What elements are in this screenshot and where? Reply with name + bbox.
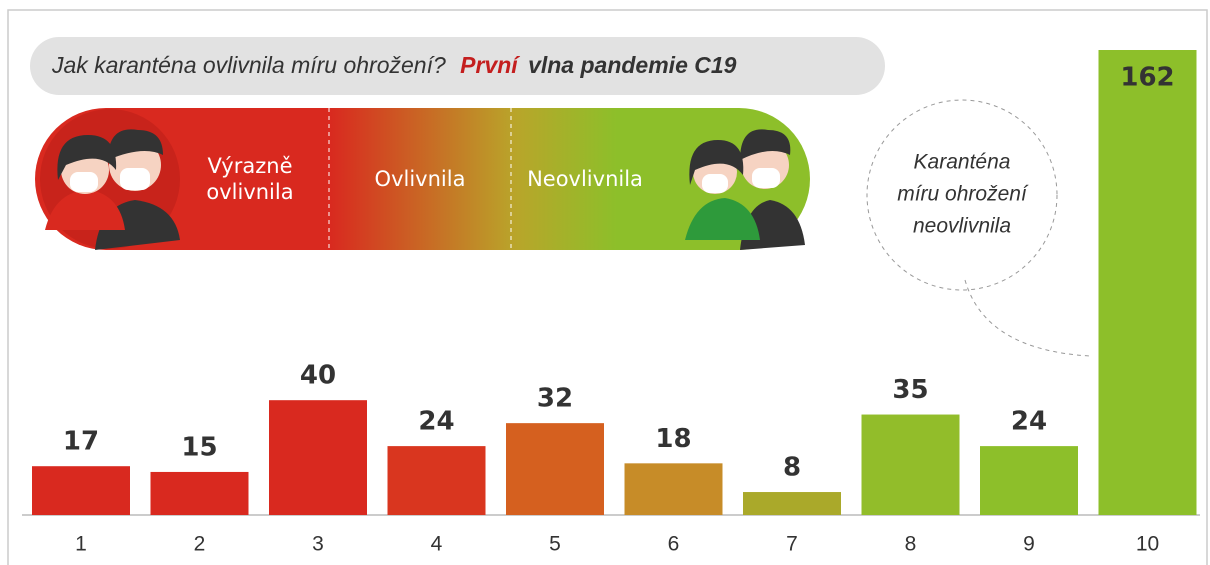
chart-title: Jak karanténa ovlivnila míru ohrožení? P…	[51, 52, 737, 78]
x-tick-label: 3	[312, 533, 324, 556]
bar	[506, 423, 604, 515]
value-label: 162	[1120, 63, 1174, 93]
annotation-tail	[964, 279, 1091, 357]
x-tick-label: 1	[75, 533, 87, 556]
people-right	[685, 129, 805, 250]
x-tick-label: 9	[1023, 533, 1035, 556]
scale-label-line: ovlivnila	[206, 180, 293, 204]
scale-label-line: Neovlivnila	[527, 167, 643, 191]
annotation: neovlivnila	[913, 215, 1011, 238]
bar	[269, 400, 367, 515]
bar	[150, 471, 249, 515]
value-label: 35	[892, 375, 928, 405]
scale-label: Ovlivnila	[375, 167, 466, 191]
title-pill	[30, 37, 885, 95]
x-tick-label: 7	[786, 533, 798, 556]
annotation: míru ohrožení	[897, 183, 1029, 206]
value-label: 15	[181, 432, 217, 462]
value-label: 40	[300, 361, 336, 391]
x-tick-label: 2	[194, 533, 206, 556]
value-label: 17	[63, 427, 99, 457]
bar	[32, 466, 130, 515]
scale-label: Neovlivnila	[527, 167, 643, 191]
x-tick-label: 10	[1136, 533, 1159, 556]
scale-label-line: Ovlivnila	[375, 167, 466, 191]
frame	[7, 9, 1208, 565]
value-label: 32	[537, 384, 573, 414]
bar	[624, 463, 723, 515]
scale-band	[35, 108, 810, 250]
x-tick-label: 5	[549, 533, 561, 556]
annotation: Karanténa	[914, 151, 1011, 174]
title-question: Jak karanténa ovlivnila míru ohrožení?	[51, 52, 446, 78]
bar	[387, 446, 486, 515]
value-label: 24	[1011, 407, 1047, 437]
value-label: 24	[418, 407, 454, 437]
bar	[980, 446, 1078, 515]
x-tick-label: 8	[905, 533, 917, 556]
title-rest: vlna pandemie C19	[528, 52, 737, 78]
annotation-bubble	[866, 99, 1058, 291]
bar	[743, 492, 841, 515]
title-highlight: První	[460, 52, 520, 78]
value-label: 18	[655, 424, 691, 454]
bar	[861, 414, 960, 515]
scale-label-line: Výrazně	[208, 154, 293, 178]
x-tick-label: 4	[431, 533, 443, 556]
bar	[1098, 50, 1197, 515]
people-left	[40, 109, 180, 250]
value-label: 8	[783, 453, 801, 483]
x-tick-label: 6	[668, 533, 680, 556]
scale-label: Výrazně ovlivnila	[206, 154, 293, 204]
